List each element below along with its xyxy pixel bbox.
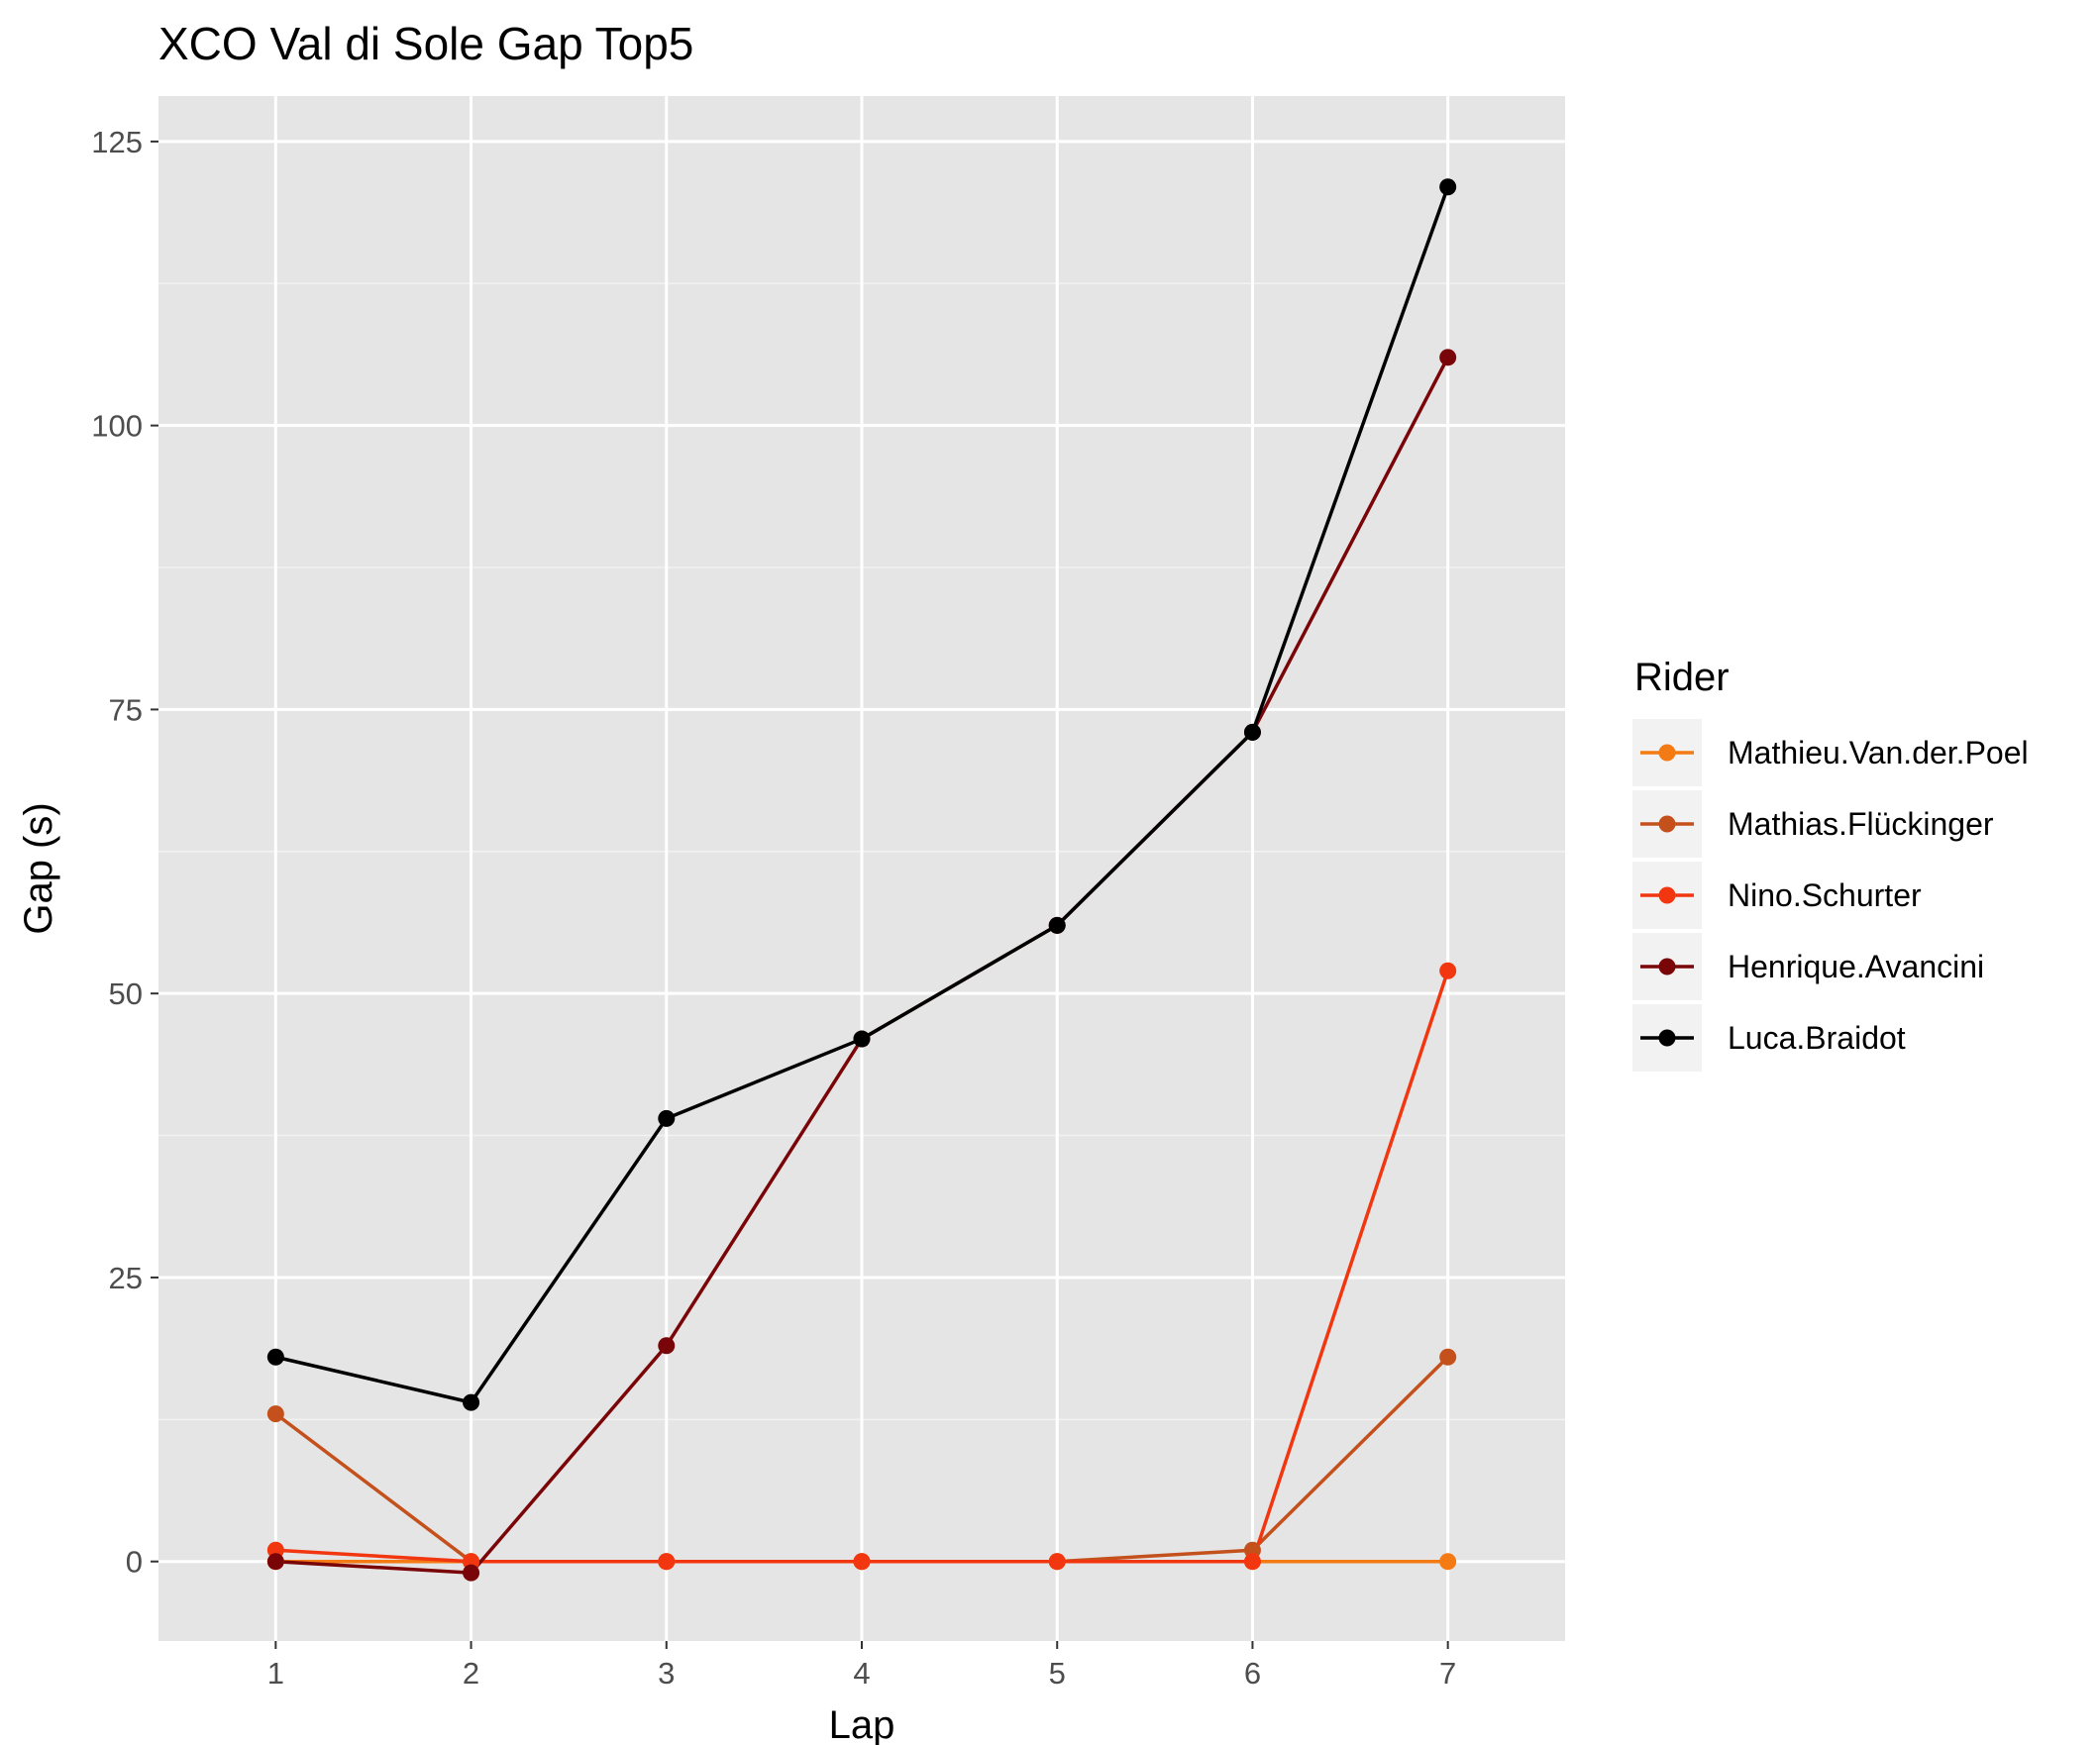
- series-layer: [266, 178, 1457, 1582]
- legend-label: Henrique.Avancini: [1728, 949, 1984, 984]
- data-point: [463, 1564, 480, 1582]
- x-tick-label: 2: [463, 1656, 479, 1691]
- data-point: [658, 1337, 676, 1355]
- x-tick-label: 6: [1244, 1656, 1261, 1691]
- legend-label: Nino.Schurter: [1728, 877, 1922, 913]
- data-point: [658, 1553, 676, 1571]
- x-tick-label: 3: [658, 1656, 675, 1691]
- y-tick-label: 0: [126, 1545, 143, 1580]
- data-point: [266, 1348, 284, 1366]
- x-tick-label: 5: [1049, 1656, 1066, 1691]
- y-tick-label: 100: [91, 409, 143, 444]
- x-tick-label: 4: [853, 1656, 870, 1691]
- data-point: [1243, 723, 1261, 741]
- y-tick-label: 50: [109, 976, 143, 1011]
- legend-label: Mathieu.Van.der.Poel: [1728, 735, 2029, 770]
- chart-title: XCO Val di Sole Gap Top5: [158, 18, 693, 69]
- grid-major: [158, 96, 1565, 1641]
- x-tick-label: 1: [267, 1656, 284, 1691]
- data-point: [853, 1030, 871, 1048]
- legend-title: Rider: [1634, 656, 1730, 699]
- legend-label: Luca.Braidot: [1728, 1020, 1906, 1056]
- data-point: [1048, 916, 1066, 934]
- x-axis-title: Lap: [829, 1703, 895, 1745]
- y-tick-label: 25: [109, 1261, 143, 1295]
- legend: Rider Mathieu.Van.der.Poel Mathias.Flücki…: [1632, 656, 2029, 1072]
- legend-key-point: [1658, 886, 1676, 904]
- data-point: [266, 1405, 284, 1423]
- y-tick-label: 75: [109, 692, 143, 727]
- data-point: [1439, 1348, 1457, 1366]
- legend-key-point: [1658, 1029, 1676, 1047]
- legend-key-point: [1658, 744, 1676, 762]
- y-tick-label: 125: [91, 125, 143, 159]
- data-point: [1439, 962, 1457, 979]
- x-tick-label: 7: [1439, 1656, 1456, 1691]
- data-point: [1439, 349, 1457, 366]
- data-point: [266, 1553, 284, 1571]
- y-axis-title: Gap (s): [17, 802, 60, 934]
- data-point: [1048, 1553, 1066, 1571]
- data-point: [463, 1393, 480, 1411]
- legend-key-point: [1658, 815, 1676, 833]
- legend-key-point: [1658, 958, 1676, 975]
- legend-label: Mathias.Flückinger: [1728, 806, 1994, 842]
- data-point: [658, 1109, 676, 1127]
- data-point: [1439, 1553, 1457, 1571]
- data-point: [853, 1553, 871, 1571]
- axes-layer: 0 25 50 75 100 125 1 2 3 4 5 6 7: [91, 125, 1456, 1691]
- data-point: [1439, 178, 1457, 196]
- data-point: [1243, 1553, 1261, 1571]
